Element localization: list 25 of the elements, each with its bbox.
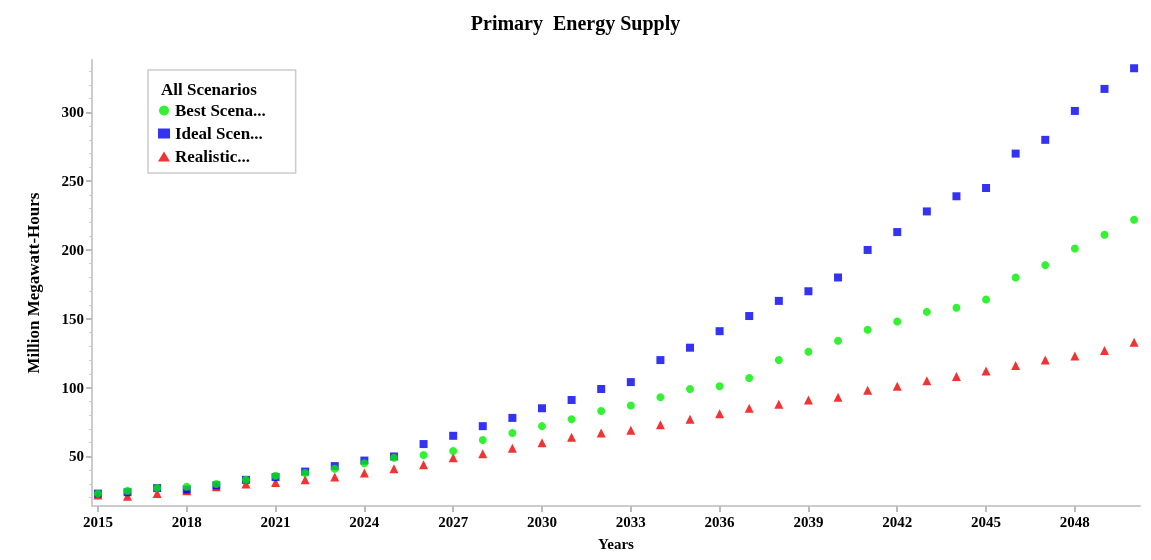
x-tick-label: 2015	[82, 513, 113, 530]
y-tick-label: 250	[61, 173, 84, 190]
legend-label: Best Scena...	[175, 101, 266, 120]
x-tick-label: 2036	[704, 513, 736, 530]
legend-label: Realistic...	[175, 147, 251, 166]
x-tick-label: 2030	[526, 513, 557, 530]
chart-title: Primary Energy Supply	[470, 12, 681, 35]
x-tick-label: 2024	[349, 513, 380, 530]
x-tick-label: 2042	[882, 513, 913, 530]
x-tick-label: 2033	[615, 513, 646, 530]
x-tick-label: 2045	[971, 513, 1002, 530]
legend-title: All Scenarios	[161, 80, 258, 99]
x-tick-label: 2048	[1059, 513, 1090, 530]
x-axis-title: Years	[598, 535, 635, 552]
legend-label: Ideal Scen...	[175, 124, 263, 143]
y-tick-label: 300	[61, 104, 84, 121]
y-tick-label: 150	[61, 310, 84, 327]
y-tick-label: 50	[69, 448, 84, 465]
y-tick-label: 100	[61, 379, 84, 396]
y-tick-label: 200	[61, 241, 84, 258]
x-tick-label: 2021	[260, 513, 291, 530]
x-tick-label: 2018	[171, 513, 202, 530]
y-axis-title: Million Megawatt-Hours	[24, 192, 43, 374]
x-tick-label: 2039	[793, 513, 824, 530]
x-tick-label: 2027	[438, 513, 469, 530]
